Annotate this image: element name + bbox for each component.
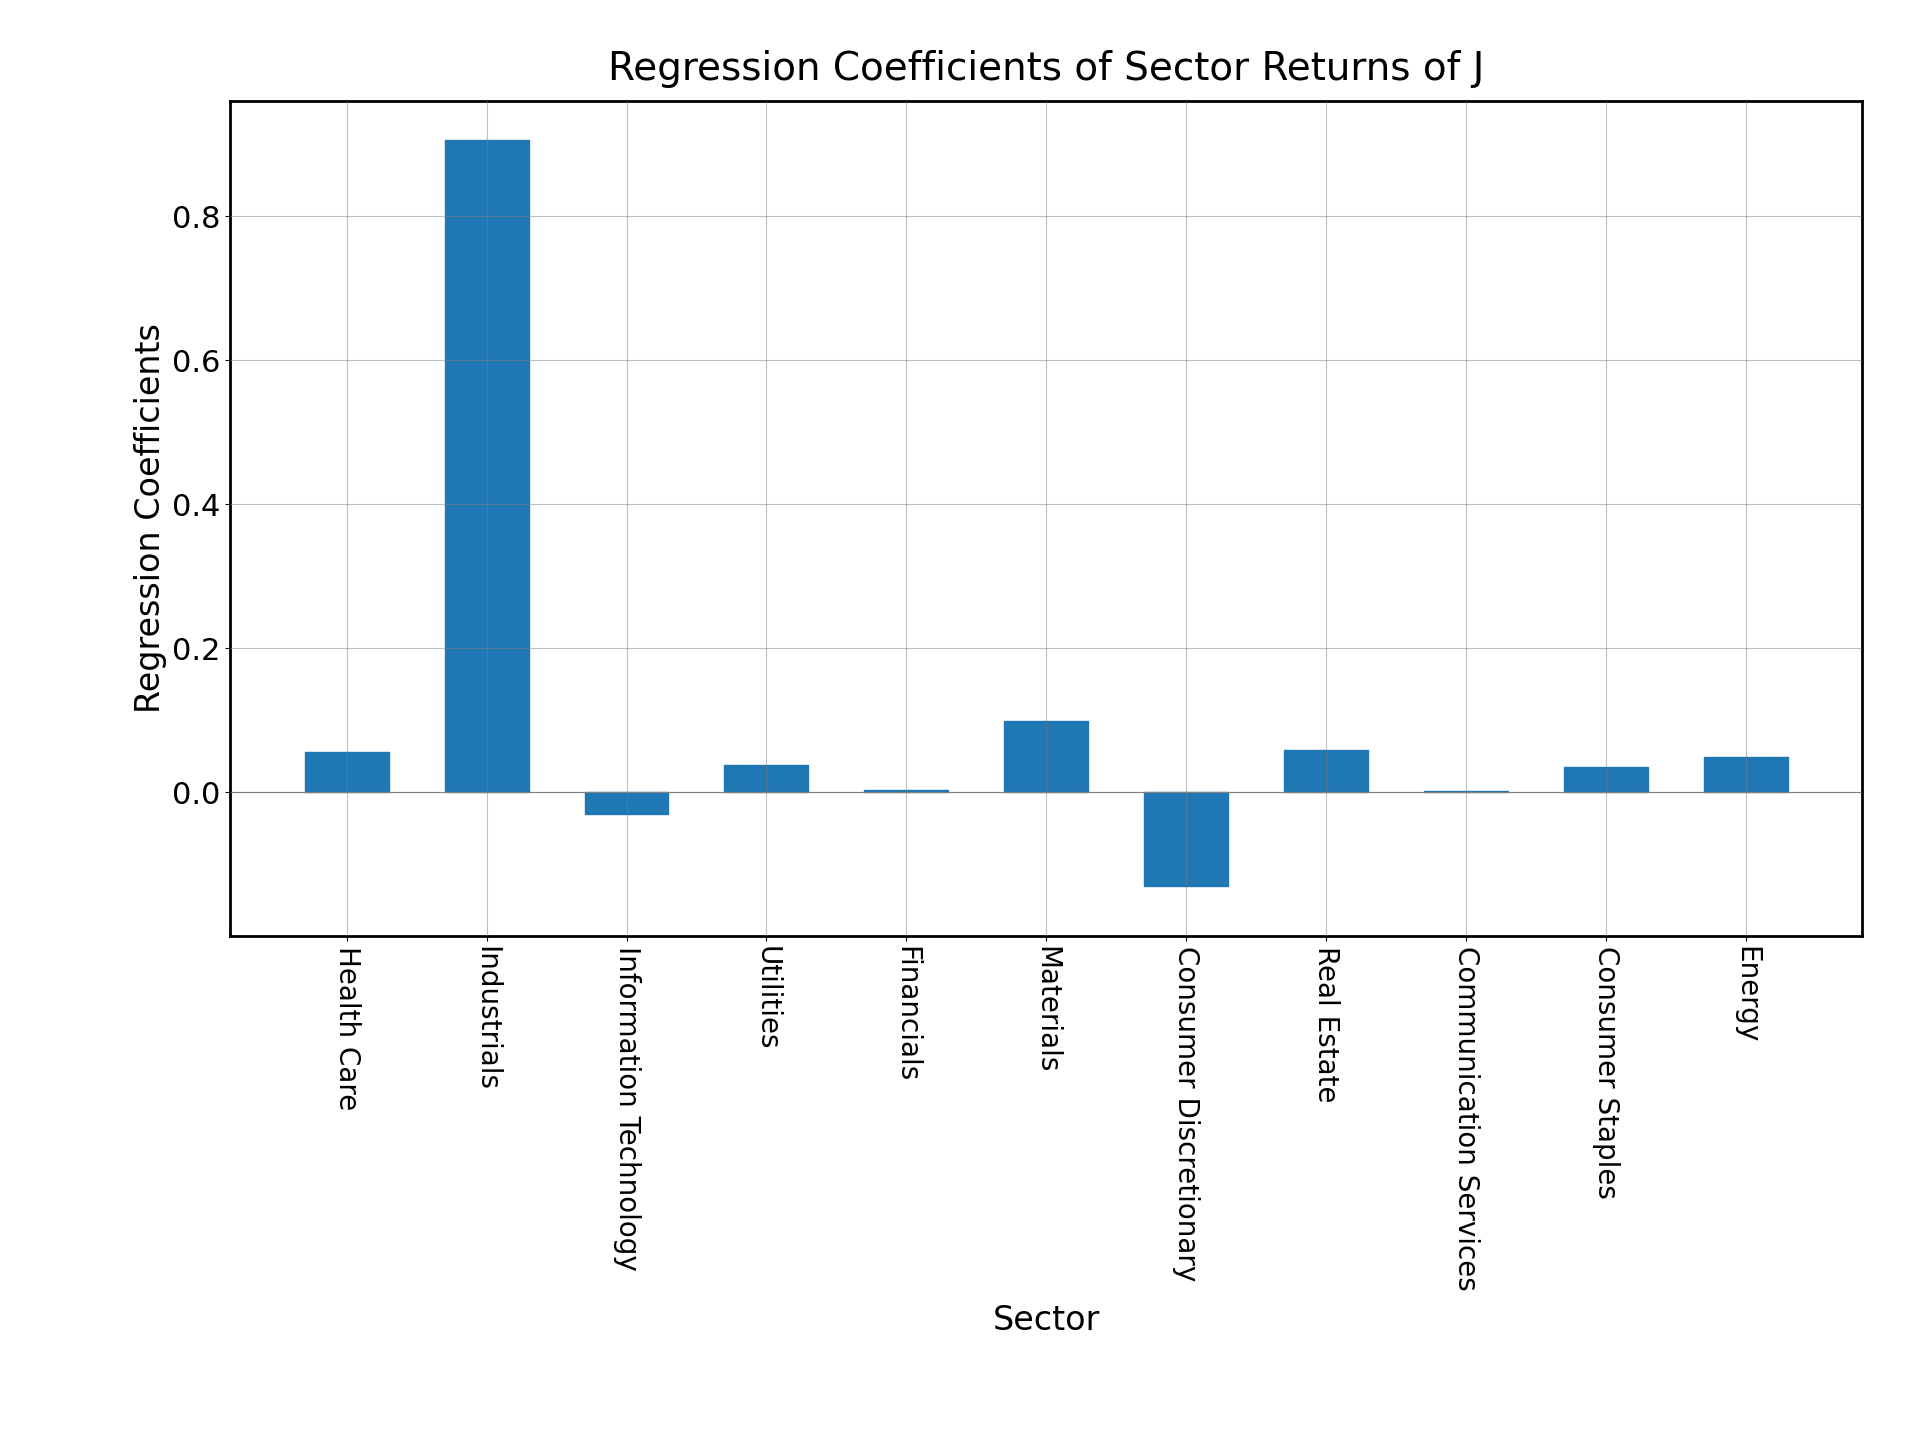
Bar [305,752,388,792]
Bar [445,140,528,792]
Y-axis label: Regression Coefficients: Regression Coefficients [134,324,167,713]
Bar [1144,792,1229,886]
Bar [1705,757,1788,792]
Bar [864,789,948,792]
Bar [584,792,668,814]
Bar [1565,766,1647,792]
Bar [1284,750,1369,792]
X-axis label: Sector: Sector [993,1305,1100,1338]
Title: Regression Coefficients of Sector Returns of J: Regression Coefficients of Sector Return… [609,50,1484,88]
Bar [724,765,808,792]
Bar [1004,721,1089,792]
